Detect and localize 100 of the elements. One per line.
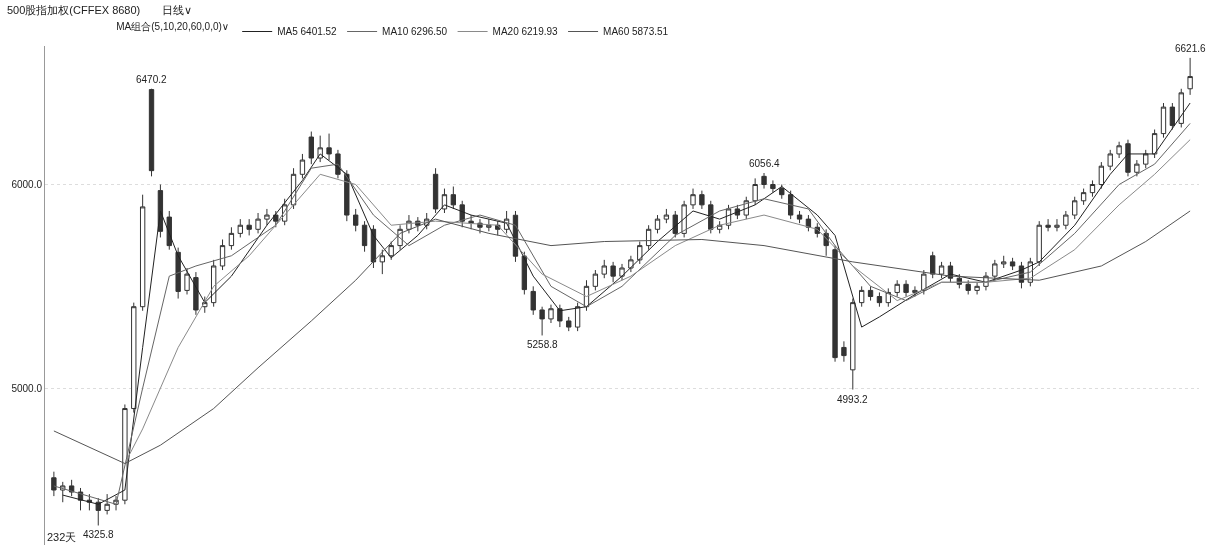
candlestick (850, 298, 856, 391)
candlestick (601, 259, 607, 279)
candlestick (51, 471, 57, 497)
candlestick (450, 186, 457, 210)
candlestick (690, 188, 696, 210)
chart-subtitle: 日线∨ (162, 4, 193, 16)
candlestick (965, 279, 971, 295)
candlestick (1063, 210, 1069, 230)
candlestick (628, 255, 634, 273)
candlestick (1080, 188, 1087, 206)
candlestick (699, 190, 705, 210)
y-tick-label: 6000.0 (11, 179, 43, 190)
legend-title: MA组合(5,10,20,60,0,0)∨ (116, 21, 230, 32)
candlestick (1125, 139, 1131, 177)
candlestick (299, 153, 306, 179)
candlestick (193, 271, 199, 316)
candlestick (1089, 179, 1096, 198)
candlestick (930, 251, 936, 279)
candlestick (832, 245, 838, 363)
candlestick (1169, 102, 1176, 131)
candlestick (876, 291, 883, 308)
candlestick (219, 238, 226, 271)
candlestick (539, 306, 545, 336)
candlestick (139, 194, 146, 312)
candlestick (1054, 218, 1060, 232)
candlestick (663, 208, 670, 224)
candlestick (796, 210, 803, 224)
candlestick (894, 279, 900, 298)
candlestick (921, 269, 927, 295)
candlestick (486, 218, 492, 232)
candlestick (184, 267, 190, 295)
candlestick (805, 214, 812, 232)
candlestick (938, 261, 945, 279)
candlestick (468, 214, 474, 230)
candlestick (610, 261, 616, 283)
candlestick (1045, 218, 1051, 232)
candlestick (148, 88, 155, 177)
legend-label: MA60 5873.51 (603, 26, 669, 38)
candlestick (1134, 159, 1140, 177)
candlestick (264, 208, 270, 226)
candlestick (574, 302, 581, 332)
candlestick (1143, 149, 1149, 169)
candlestick (441, 188, 448, 214)
legend-label: MA10 6296.50 (382, 26, 448, 38)
candlestick (1107, 149, 1113, 171)
candlestick (1098, 161, 1105, 190)
annotation: 5258.8 (527, 339, 559, 350)
annotation: 4993.2 (837, 394, 869, 405)
candlestick (592, 269, 599, 291)
y-tick-label: 5000.0 (11, 382, 43, 394)
candlestick (779, 184, 785, 200)
candlestick (912, 285, 918, 298)
candlestick (867, 285, 874, 302)
candlestick (228, 226, 235, 251)
candlestick (1160, 102, 1167, 139)
annotation: 6470.2 (136, 74, 168, 85)
chart-title: 500股指加权(CFFEX 8680) (7, 4, 141, 16)
candlestick (432, 167, 439, 214)
candlestick (255, 212, 261, 234)
candlestick (379, 249, 385, 275)
candlestick (1072, 196, 1078, 220)
candlestick (672, 210, 678, 238)
annotation: 6056.4 (749, 158, 781, 169)
candlestick (752, 177, 758, 206)
candlestick (131, 302, 137, 414)
candlestick (903, 279, 909, 298)
candlestick (246, 218, 252, 236)
candlestick (637, 241, 643, 265)
candlestick (1178, 88, 1184, 128)
candlestick (175, 247, 181, 300)
candlestick (1187, 57, 1193, 96)
candlestick (1116, 141, 1122, 159)
candlestick (1009, 257, 1016, 271)
candlestick (566, 316, 572, 332)
candlestick (326, 133, 332, 161)
candlestick (770, 179, 776, 194)
candlestick (530, 285, 536, 316)
candlestick (1036, 220, 1042, 267)
legend-label: MA5 6401.52 (277, 26, 338, 38)
candlestick (761, 172, 767, 190)
line-series (53, 210, 1191, 465)
candlestick (619, 263, 625, 281)
candlestick (237, 218, 243, 238)
legend-label: MA20 6219.93 (492, 26, 559, 38)
candlestick (654, 214, 661, 234)
candlestick (388, 241, 394, 261)
candlestick (353, 208, 359, 232)
candlestick (361, 220, 368, 253)
annotation: 6621.6 (1175, 43, 1207, 54)
candlestick (974, 281, 980, 295)
candlestick (1001, 255, 1007, 269)
annotation: 4325.8 (83, 529, 115, 540)
candlestick (548, 304, 554, 324)
candlestick (557, 304, 563, 328)
candlestick (308, 131, 314, 165)
candlestick (841, 340, 847, 363)
candlestick (104, 493, 110, 515)
candlestick (859, 285, 865, 308)
annotation: 232天 (47, 531, 77, 543)
candlestick (406, 214, 412, 234)
